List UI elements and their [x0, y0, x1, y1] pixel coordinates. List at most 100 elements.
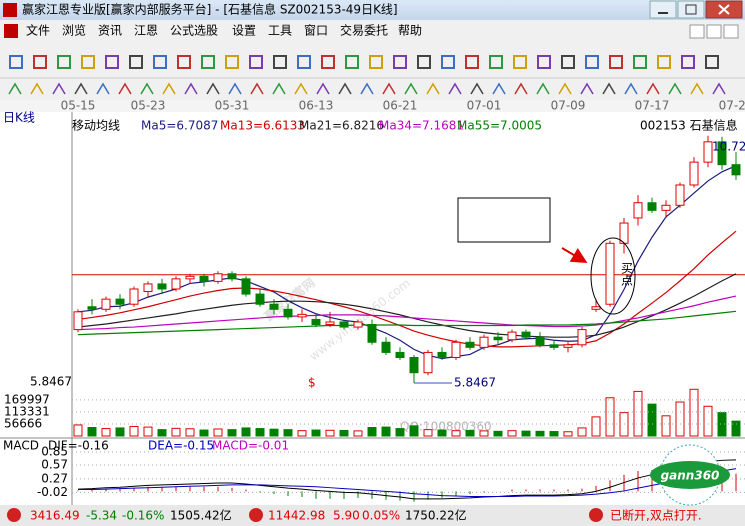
toolbar-icon — [8, 82, 22, 95]
toolbar-button[interactable] — [578, 81, 596, 98]
mdi-restore[interactable] — [706, 24, 722, 39]
date-label: 05-31 — [215, 99, 250, 113]
menu-item[interactable]: 文件 — [26, 23, 50, 38]
volume-bar — [661, 415, 671, 437]
ma-label: Ma13=6.6133 — [220, 119, 305, 133]
toolbar-icon — [536, 82, 550, 95]
buy-point: 买点 — [620, 262, 634, 286]
toolbar-button[interactable] — [424, 81, 442, 98]
candle-body — [353, 321, 363, 328]
toolbar-button[interactable] — [28, 81, 46, 98]
status-text: -5.34 — [86, 509, 117, 523]
menu-item[interactable]: 帮助 — [398, 24, 422, 38]
status-bar — [0, 505, 745, 526]
toolbar-icon — [448, 82, 462, 95]
axis-low-label: 5.8467 — [30, 375, 72, 389]
toolbar-button[interactable] — [446, 81, 464, 98]
toolbar-button[interactable] — [512, 81, 530, 98]
volume-bar — [87, 427, 97, 437]
toolbar-icon — [162, 82, 176, 95]
candle-body — [563, 344, 573, 348]
toolbar-icon — [668, 82, 682, 95]
toolbar-button[interactable] — [292, 81, 310, 98]
mdi-minimize[interactable] — [689, 24, 705, 39]
date-label: 06-13 — [299, 99, 334, 113]
macd-line — [77, 459, 737, 500]
menu-item[interactable]: 浏览 — [62, 23, 86, 38]
toolbar-button[interactable] — [116, 81, 134, 98]
annotation-arrow — [561, 247, 588, 264]
candle-body — [241, 278, 251, 295]
candle-body — [479, 336, 489, 348]
dollar-mark: $ — [308, 376, 316, 390]
toolbar-icon — [513, 55, 527, 69]
volume-bar — [731, 420, 741, 437]
toolbar-button[interactable] — [270, 81, 288, 98]
menu-item[interactable]: 资讯 — [98, 24, 122, 38]
minimize-button[interactable] — [649, 0, 677, 19]
volume-bar — [241, 427, 251, 437]
menu-item[interactable]: 窗口 — [304, 24, 328, 38]
toolbar-button[interactable] — [380, 81, 398, 98]
annotation-ellipse — [590, 237, 636, 315]
toolbar-button[interactable] — [490, 81, 508, 98]
toolbar-button[interactable] — [358, 81, 376, 98]
macd-line — [78, 468, 737, 498]
toolbar-icon — [140, 82, 154, 95]
menu-item[interactable]: 公式选股 — [170, 24, 218, 38]
toolbar-button[interactable] — [336, 81, 354, 98]
volume-bar — [381, 426, 391, 437]
status-text: 5.90 — [333, 509, 360, 523]
candle-body — [325, 321, 335, 326]
toolbar-button[interactable] — [50, 81, 68, 98]
maximize-button[interactable] — [677, 0, 705, 19]
toolbar-icon — [489, 55, 503, 69]
mdi-close[interactable] — [723, 24, 739, 39]
volume-bar — [577, 427, 587, 437]
candle-body — [451, 341, 461, 358]
toolbar-button[interactable] — [160, 81, 178, 98]
toolbar-button[interactable] — [182, 81, 200, 98]
toolbar-button[interactable] — [314, 81, 332, 98]
date-label: 07-25 — [719, 99, 745, 113]
toolbar-button[interactable] — [688, 81, 706, 98]
candle-body — [437, 351, 447, 358]
toolbar-button[interactable] — [226, 81, 244, 98]
toolbar-button[interactable] — [666, 81, 684, 98]
toolbar-button[interactable] — [600, 81, 618, 98]
volume-bar — [703, 405, 713, 437]
toolbar-button[interactable] — [468, 81, 486, 98]
toolbar-button[interactable] — [72, 81, 90, 98]
candle-body — [339, 321, 349, 328]
toolbar-button[interactable] — [248, 81, 266, 98]
menu-item[interactable]: 工具 — [268, 24, 292, 38]
toolbar-button[interactable] — [556, 81, 574, 98]
menu-item[interactable]: 设置 — [232, 24, 256, 38]
toolbar-icon — [272, 82, 286, 95]
toolbar-button[interactable] — [402, 81, 420, 98]
toolbar-icon — [52, 82, 66, 95]
candle-body — [115, 298, 125, 305]
menu-item[interactable]: 江恩 — [134, 24, 158, 38]
macd-tick-label: 0.85 — [41, 444, 68, 458]
toolbar-button[interactable] — [622, 81, 640, 98]
toolbar-icon — [321, 55, 335, 69]
toolbar-button[interactable] — [94, 81, 112, 98]
candle-body — [297, 313, 307, 318]
candle-body — [493, 336, 503, 341]
toolbar-button[interactable] — [534, 81, 552, 98]
volume-bar — [73, 424, 83, 437]
candle-body — [507, 331, 517, 341]
volume-bar — [493, 430, 503, 437]
toolbar-icon — [393, 55, 407, 69]
toolbar-button[interactable] — [710, 81, 728, 98]
menu-item[interactable]: 交易委托 — [340, 23, 388, 38]
toolbar-button[interactable] — [204, 81, 222, 98]
stock-label: 002153 石基信息 — [640, 118, 738, 133]
toolbar-button[interactable] — [644, 81, 662, 98]
toolbar-button[interactable] — [138, 81, 156, 98]
volume-bar — [717, 412, 727, 437]
macd-tick-label: 0.27 — [41, 471, 68, 485]
status-icon — [589, 508, 603, 522]
toolbar-button[interactable] — [6, 81, 24, 98]
